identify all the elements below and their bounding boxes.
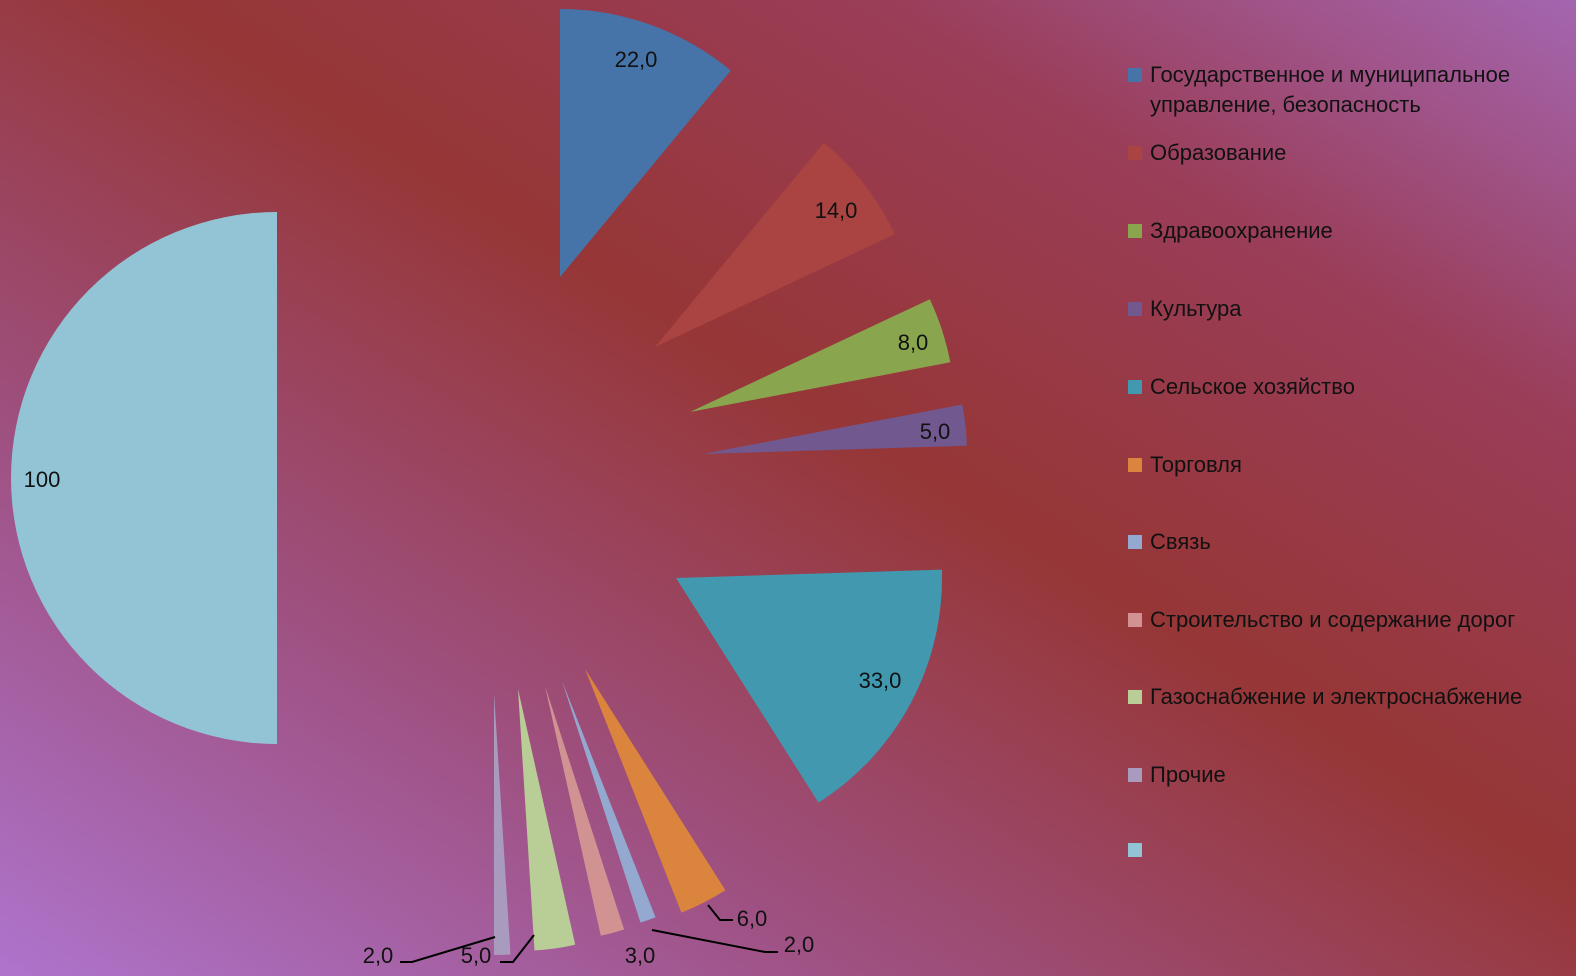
legend-item-1: Образование bbox=[1128, 138, 1286, 168]
legend-swatch-8 bbox=[1128, 690, 1142, 704]
data-label-8: 5,0 bbox=[461, 943, 492, 968]
data-label-3: 5,0 bbox=[920, 419, 951, 444]
pie-slice-7 bbox=[545, 686, 625, 936]
legend-item-6: Связь bbox=[1128, 527, 1211, 557]
legend-label-3: Культура bbox=[1150, 296, 1242, 321]
pie-slice-2 bbox=[690, 299, 951, 412]
legend-item-7: Строительство и содержание дорог bbox=[1128, 605, 1515, 635]
pie-slice-3 bbox=[703, 404, 967, 454]
data-label-9: 2,0 bbox=[363, 943, 394, 968]
legend-item-0: Государственное и муниципальное управлен… bbox=[1128, 60, 1573, 120]
leader-line-9 bbox=[400, 936, 496, 963]
data-label-2: 8,0 bbox=[898, 330, 929, 355]
pie-slice-5 bbox=[585, 669, 726, 913]
pie-slice-10 bbox=[11, 212, 277, 744]
pie-slice-8 bbox=[518, 689, 576, 951]
legend-swatch-5 bbox=[1128, 458, 1142, 472]
legend-label-0: Государственное и муниципальное управлен… bbox=[1150, 62, 1511, 117]
legend-swatch-6 bbox=[1128, 535, 1142, 549]
pie-slice-0 bbox=[560, 9, 731, 277]
legend-swatch-4 bbox=[1128, 380, 1142, 394]
legend-label-8: Газоснабжение и электроснабжение bbox=[1150, 684, 1523, 709]
pie-slice-9 bbox=[494, 693, 511, 956]
legend-label-1: Образование bbox=[1150, 140, 1287, 165]
legend-label-9: Прочие bbox=[1150, 762, 1226, 787]
pie-slice-6 bbox=[562, 681, 656, 923]
leader-line-6 bbox=[651, 929, 778, 953]
legend-item-4: Сельское хозяйство bbox=[1128, 372, 1355, 402]
legend-swatch-2 bbox=[1128, 224, 1142, 238]
legend-swatch-0 bbox=[1128, 68, 1142, 82]
legend-item-3: Культура bbox=[1128, 294, 1241, 324]
pie-slice-1 bbox=[655, 142, 895, 347]
legend-swatch-10 bbox=[1128, 843, 1142, 857]
data-label-1: 14,0 bbox=[815, 198, 858, 223]
data-label-10: 100 bbox=[24, 467, 61, 492]
legend-item-9: Прочие bbox=[1128, 760, 1226, 790]
data-label-7: 3,0 bbox=[625, 943, 656, 968]
data-label-5: 6,0 bbox=[737, 906, 768, 931]
legend-swatch-1 bbox=[1128, 146, 1142, 160]
legend-swatch-9 bbox=[1128, 768, 1142, 782]
data-label-0: 22,0 bbox=[615, 47, 658, 72]
legend-item-10 bbox=[1128, 835, 1150, 857]
leader-line-5 bbox=[707, 904, 733, 921]
legend-label-2: Здравоохранение bbox=[1150, 218, 1333, 243]
pie-slice-4 bbox=[676, 569, 943, 803]
legend-label-7: Строительство и содержание дорог bbox=[1150, 607, 1516, 632]
legend-label-4: Сельское хозяйство bbox=[1150, 374, 1355, 399]
data-label-4: 33,0 bbox=[859, 668, 902, 693]
legend-swatch-7 bbox=[1128, 613, 1142, 627]
legend-label-5: Торговля bbox=[1150, 452, 1242, 477]
legend-item-5: Торговля bbox=[1128, 450, 1242, 480]
data-label-6: 2,0 bbox=[784, 932, 815, 957]
legend-label-6: Связь bbox=[1150, 529, 1211, 554]
leader-line-8 bbox=[500, 934, 535, 963]
legend-swatch-3 bbox=[1128, 302, 1142, 316]
legend-item-8: Газоснабжение и электроснабжение bbox=[1128, 682, 1522, 712]
legend-item-2: Здравоохранение bbox=[1128, 216, 1333, 246]
